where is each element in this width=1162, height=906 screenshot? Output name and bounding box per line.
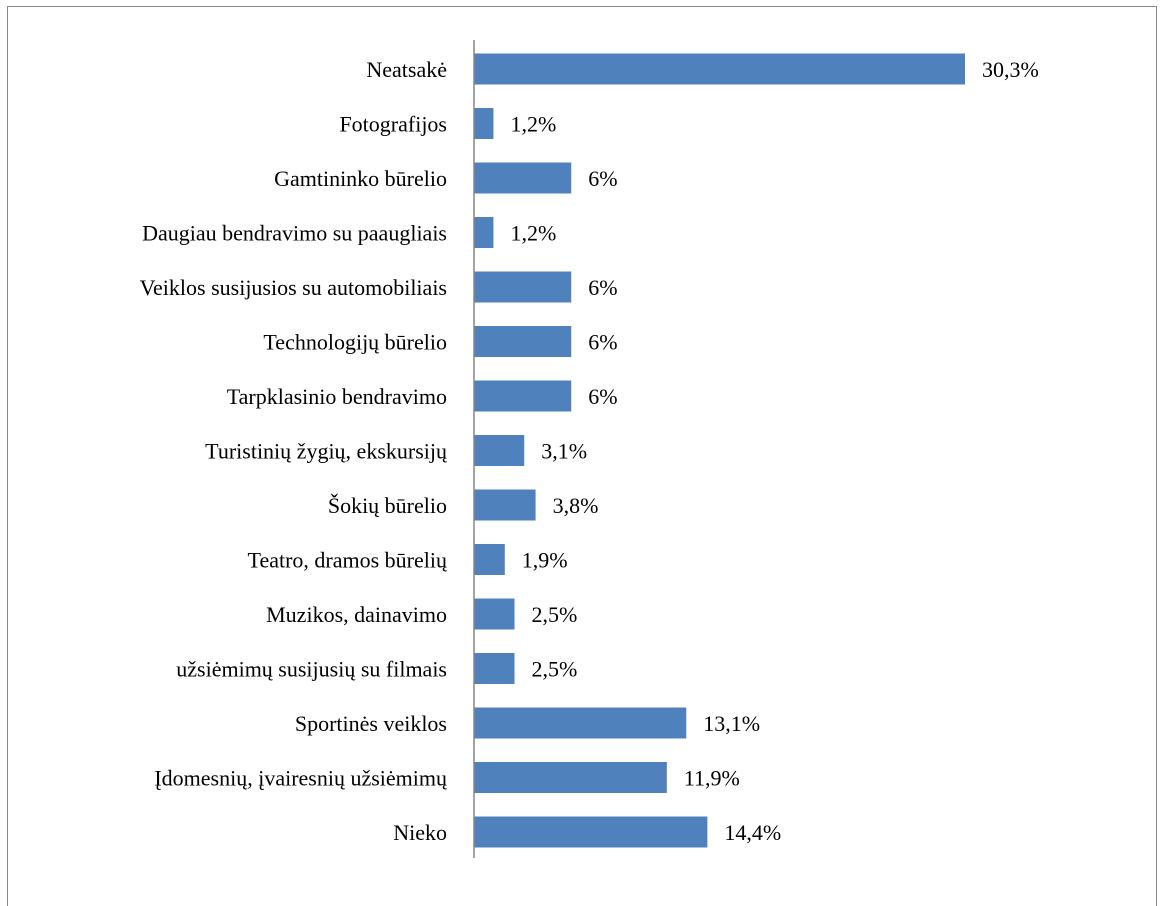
data-label: 1,9% [522,548,568,573]
bar [474,816,708,848]
category-label: Veiklos susijusios su automobiliais [140,275,447,300]
bar [474,217,494,248]
category-label: Įdomesnių, įvairesnių užsiėmimų [154,766,448,791]
bar [474,108,494,139]
bar [474,435,525,466]
bar [474,544,505,575]
category-label: Daugiau bendravimo su paaugliais [142,221,447,246]
data-label: 6% [588,384,617,409]
data-label: 6% [588,166,617,191]
category-label: Tarpklasinio bendravimo [227,384,447,409]
bar [474,380,572,412]
bar [474,653,515,684]
bar [474,489,536,521]
bar [474,598,515,630]
chart-frame [7,6,1157,906]
bar [474,326,572,357]
bar [474,707,687,739]
category-label: Teatro, dramos būrelių [248,548,448,573]
data-label: 6% [588,275,617,300]
bar [474,53,965,85]
data-label: 30,3% [982,57,1039,82]
data-label: 2,5% [532,602,578,627]
category-label: Gamtininko būrelio [274,166,447,191]
bar [474,162,572,194]
category-label: Nieko [393,820,447,845]
data-label: 14,4% [724,820,781,845]
category-label: Technologijų būrelio [263,330,447,355]
category-labels-group: Neatsakė Fotografijos Gamtininko būrelio Da… [140,57,448,845]
data-label: 1,2% [510,221,556,246]
data-label: 3,8% [553,493,599,518]
data-label: 2,5% [532,657,578,682]
category-label: užsiėmimų susijusių su filmais [176,657,447,682]
category-label: Neatsakė [366,57,447,82]
bar [474,762,667,793]
data-label: 13,1% [703,711,760,736]
bars-group [474,53,965,848]
category-label: Turistinių žygių, ekskursijų [205,439,448,464]
bar [474,271,572,303]
data-label: 1,2% [510,112,556,137]
category-label: Šokių būrelio [328,493,447,518]
data-label: 11,9% [684,766,740,791]
data-label: 3,1% [541,439,587,464]
value-labels-group: 30,3% 1,2% 6% 1,2% 6% 6% 6% 3,1% 3,8% 1,9% 2,5% 2,5… [510,57,1038,845]
category-label: Sportinės veiklos [295,711,447,736]
data-label: 6% [588,330,617,355]
category-label: Muzikos, dainavimo [266,602,447,627]
category-label: Fotografijos [339,112,447,137]
